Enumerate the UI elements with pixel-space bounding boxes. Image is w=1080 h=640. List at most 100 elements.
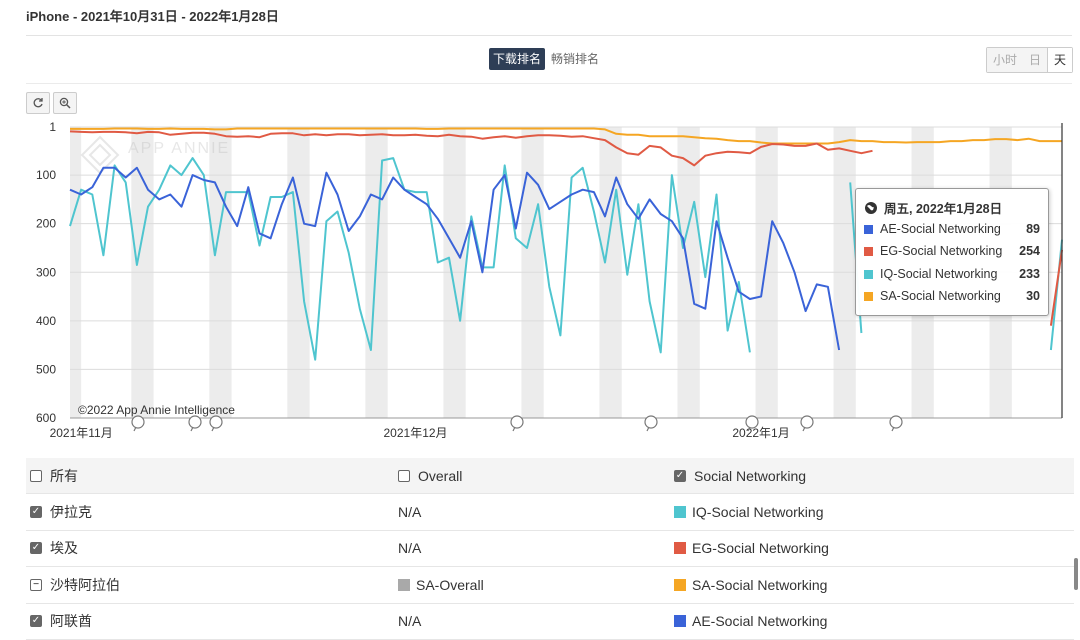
event-marker [890, 416, 902, 431]
granularity-day-short[interactable]: 日 [1023, 48, 1047, 72]
page-title: iPhone - 2021年10月31日 - 2022年1月28日 [26, 6, 279, 25]
tooltip-series-value: 254 [1019, 244, 1040, 258]
y-tick-label: 600 [36, 411, 56, 425]
tooltip-series-value: 30 [1026, 289, 1040, 303]
series-swatch [674, 506, 686, 518]
social-series-cell[interactable]: AE-Social Networking [674, 604, 827, 640]
overall-label: Overall [418, 468, 462, 484]
series-swatch [864, 270, 873, 279]
social-series-label: EG-Social Networking [692, 540, 829, 556]
x-axis-labels: 2021年11月 2021年12月 2022年1月 [50, 426, 790, 440]
zoom-in-icon [59, 97, 71, 109]
divider [26, 35, 1072, 36]
globe-icon [864, 201, 878, 215]
social-checkbox[interactable]: ✓ [674, 470, 686, 482]
social-label: Social Networking [694, 468, 806, 484]
tooltip-row: SA-Social Networking 30 [864, 287, 1040, 305]
country-cell[interactable]: ✓ 伊拉克 [30, 494, 92, 530]
overall-column-header[interactable]: Overall [398, 458, 462, 493]
event-marker [645, 416, 657, 431]
overall-checkbox[interactable] [398, 470, 410, 482]
chart-tooltip: 周五, 2022年1月28日 AE-Social Networking 89 E… [855, 188, 1049, 316]
social-series-label: SA-Social Networking [692, 577, 827, 593]
table-row: ✓ 阿联酋 N/A AE-Social Networking [26, 604, 1074, 640]
reset-icon [32, 97, 44, 109]
tooltip-series-label: EG-Social Networking [880, 244, 1002, 258]
tooltip-header: 周五, 2022年1月28日 [864, 198, 1002, 217]
event-marker [511, 416, 523, 431]
table-row: ✓ 埃及 N/A EG-Social Networking [26, 531, 1074, 568]
country-checkbox[interactable]: ✓ [30, 615, 42, 627]
x-tick-label: 2021年12月 [384, 426, 448, 440]
granularity-hour[interactable]: 小时 [987, 48, 1023, 72]
series-swatch [674, 579, 686, 591]
tooltip-series-value: 233 [1019, 267, 1040, 281]
scrollbar-thumb[interactable] [1074, 558, 1078, 590]
overall-cell: N/A [398, 531, 421, 567]
event-marker [210, 416, 222, 431]
x-tick-label: 2021年11月 [50, 426, 113, 440]
rank-type-tabs: 下载排名 畅销排名 [489, 48, 603, 70]
country-label: 埃及 [50, 538, 78, 558]
tooltip-date: 周五, 2022年1月28日 [884, 198, 1002, 217]
overall-series-cell[interactable]: SA-Overall [398, 567, 484, 603]
social-series-cell[interactable]: SA-Social Networking [674, 567, 827, 603]
x-tick-label: 2022年1月 [732, 426, 789, 440]
tooltip-series-value: 89 [1026, 222, 1040, 236]
overall-cell: N/A [398, 604, 421, 640]
y-tick-label: 1 [49, 120, 56, 134]
tooltip-series-label: AE-Social Networking [880, 222, 1001, 236]
y-tick-label: 100 [36, 168, 56, 182]
reset-zoom-button[interactable] [26, 92, 50, 114]
country-checkbox[interactable]: ✓ [30, 542, 42, 554]
social-column-header[interactable]: ✓ Social Networking [674, 458, 806, 493]
series-swatch [864, 292, 873, 301]
series-swatch [398, 579, 410, 591]
country-checkbox-partial[interactable]: − [30, 579, 42, 591]
country-cell[interactable]: ✓ 埃及 [30, 531, 78, 567]
table-row: − 沙特阿拉伯 SA-Overall SA-Social Networking [26, 567, 1074, 604]
watermark-text: APP ANNIE [128, 140, 230, 157]
social-series-cell[interactable]: EG-Social Networking [674, 531, 829, 567]
granularity-toggle: 小时 日 天 [986, 47, 1073, 73]
table-row: ✓ 伊拉克 N/A IQ-Social Networking [26, 494, 1074, 531]
tooltip-row: EG-Social Networking 254 [864, 242, 1040, 260]
y-tick-label: 300 [36, 265, 56, 279]
series-swatch [864, 247, 873, 256]
country-label: 伊拉克 [50, 502, 92, 522]
granularity-day[interactable]: 天 [1047, 48, 1072, 72]
tooltip-series-label: SA-Social Networking [880, 289, 1001, 303]
select-all-cell[interactable]: 所有 [30, 458, 78, 493]
country-label: 沙特阿拉伯 [50, 575, 120, 595]
y-tick-label: 200 [36, 217, 56, 231]
overall-cell: N/A [398, 494, 421, 530]
series-swatch [864, 225, 873, 234]
tooltip-series-label: IQ-Social Networking [880, 267, 997, 281]
table-header-row: 所有 Overall ✓ Social Networking [26, 458, 1074, 494]
y-tick-label: 500 [36, 362, 56, 376]
series-swatch [674, 542, 686, 554]
event-marker [132, 416, 144, 431]
tab-grossing-rank[interactable]: 畅销排名 [547, 48, 603, 70]
tooltip-row: AE-Social Networking 89 [864, 220, 1040, 238]
select-all-label: 所有 [50, 466, 78, 486]
country-cell[interactable]: ✓ 阿联酋 [30, 604, 92, 640]
divider [26, 83, 1072, 84]
tab-downloads-rank[interactable]: 下载排名 [489, 48, 545, 70]
series-selection-table: 所有 Overall ✓ Social Networking ✓ 伊拉克 N/A… [26, 458, 1074, 640]
zoom-button[interactable] [53, 92, 77, 114]
select-all-checkbox[interactable] [30, 470, 42, 482]
event-marker [189, 416, 201, 431]
social-series-label: IQ-Social Networking [692, 504, 824, 520]
country-checkbox[interactable]: ✓ [30, 506, 42, 518]
country-label: 阿联酋 [50, 611, 92, 631]
country-cell[interactable]: − 沙特阿拉伯 [30, 567, 120, 603]
tooltip-row: IQ-Social Networking 233 [864, 265, 1040, 283]
social-series-label: AE-Social Networking [692, 613, 827, 629]
overall-series-label: SA-Overall [416, 577, 484, 593]
event-marker [801, 416, 813, 431]
social-series-cell[interactable]: IQ-Social Networking [674, 494, 824, 530]
series-swatch [674, 615, 686, 627]
copyright-text: ©2022 App Annie Intelligence [78, 403, 235, 417]
